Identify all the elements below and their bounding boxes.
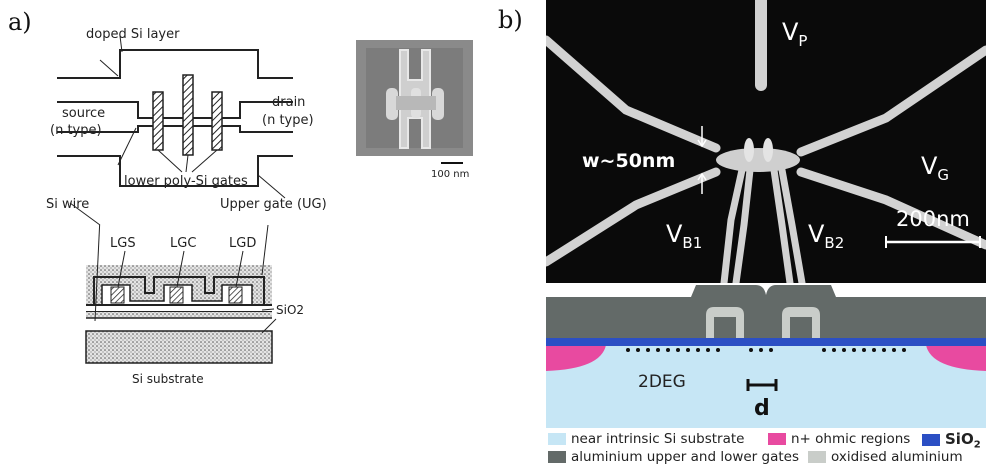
label-vp: VP — [782, 18, 807, 50]
label-lgc: LGC — [170, 236, 196, 251]
lower-gate-1 — [152, 91, 164, 151]
label-drain-line1: drain — [272, 95, 305, 110]
label-si-wire: Si wire — [46, 197, 89, 212]
lower-gate-2 — [182, 74, 194, 156]
label-upper-gate: Upper gate (UG) — [220, 197, 327, 212]
ohmic-region-left — [546, 345, 606, 371]
legend-item-substrate: near intrinsic Si substrate — [548, 431, 744, 447]
aluminium-gate — [546, 285, 986, 338]
label-drain-line2: (n type) — [262, 113, 314, 128]
label-vg: VG — [921, 152, 949, 184]
sem-image-small: 100 nm — [356, 40, 473, 180]
label-vb2: VB2 — [808, 220, 844, 252]
si-substrate-region — [85, 330, 273, 364]
label-source-line1: source — [62, 106, 105, 121]
label-vb1: VB1 — [666, 220, 702, 252]
label-lower-gates: lower poly-Si gates — [124, 174, 248, 189]
lgc-gate — [169, 286, 184, 304]
label-lgs: LGS — [110, 236, 136, 251]
2deg-electron-dots — [626, 348, 906, 352]
label-scale-200nm: 200nm — [896, 207, 970, 231]
panel-label-a: a) — [8, 8, 32, 36]
label-d: d — [754, 396, 770, 421]
legend-swatch-sio2 — [922, 434, 940, 446]
cross-section-b: 2DEG d — [546, 283, 986, 428]
sem-small-scale-label: 100 nm — [431, 169, 469, 180]
legend-swatch-substrate — [548, 433, 566, 445]
sio2-layer — [546, 338, 986, 346]
legend-swatch-gates — [548, 451, 566, 463]
lgs-gate — [110, 286, 125, 304]
label-sio2: SiO2 — [276, 303, 304, 317]
legend-swatch-oxidised — [808, 451, 826, 463]
label-doped-si-layer: doped Si layer — [86, 27, 180, 42]
lower-gate-3 — [211, 91, 223, 151]
label-source-line2: (n type) — [50, 123, 102, 138]
oxidised-lower-gate-1 — [706, 307, 744, 338]
label-lgd: LGD — [229, 236, 256, 251]
legend-item-oxidised: oxidised aluminium — [808, 449, 963, 465]
panel-label-b: b) — [498, 6, 523, 34]
cross-section-a: LGS LGC LGD SiO2 Si substrate — [85, 225, 304, 386]
oxidised-lower-gate-2 — [782, 307, 820, 338]
legend-item-sio2: SiO2 — [922, 431, 981, 451]
sem-image-large: w~50nm VP VG VB1 VB2 200nm — [546, 0, 986, 283]
legend-item-gates: aluminium upper and lower gates — [548, 449, 799, 465]
device-top-view-schematic: doped Si layer source (n type) drain (n … — [46, 27, 327, 226]
label-si-substrate: Si substrate — [132, 372, 204, 386]
ohmic-region-right — [926, 345, 986, 371]
legend-swatch-ohmic — [768, 433, 786, 445]
label-2deg: 2DEG — [638, 372, 686, 392]
label-w-50nm: w~50nm — [582, 150, 675, 172]
lgd-gate — [228, 286, 243, 304]
legend: near intrinsic Si substrate n+ ohmic reg… — [546, 430, 986, 465]
legend-item-ohmic: n+ ohmic regions — [768, 431, 910, 447]
